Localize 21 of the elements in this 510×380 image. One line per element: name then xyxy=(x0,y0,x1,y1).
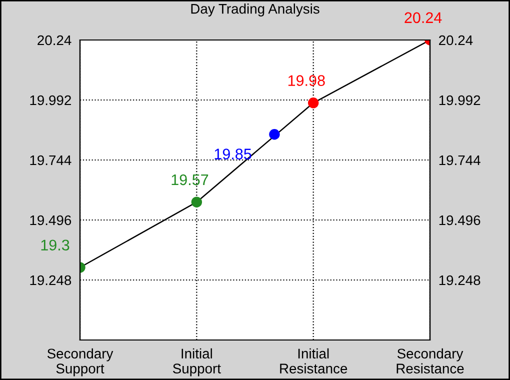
y-tick-label: 19.496 xyxy=(30,215,72,226)
data-label: 19.85 xyxy=(214,148,252,160)
y2-tick-label: 19.248 xyxy=(439,275,480,286)
y-tick-label: 19.248 xyxy=(30,275,72,286)
y2-tick-label: 19.744 xyxy=(439,155,480,166)
y-tick-label: 20.24 xyxy=(38,35,72,46)
point xyxy=(269,129,280,140)
data-label: 20.24 xyxy=(404,12,442,24)
x-tick-label: Initial Support xyxy=(172,348,221,376)
chart-title: Day Trading Analysis xyxy=(191,4,320,16)
y2-tick-label: 19.496 xyxy=(439,215,480,226)
y2-tick-label: 20.24 xyxy=(439,35,473,46)
x-tick-label: Initial Resistance xyxy=(280,348,348,374)
x-tick-label: Secondary Support xyxy=(47,348,114,376)
y-tick-label: 19.744 xyxy=(30,155,72,166)
data-label: 19.3 xyxy=(41,240,70,251)
x-tick-label: Secondary Resistance xyxy=(396,348,464,374)
y2-tick-label: 19.992 xyxy=(439,95,480,106)
y-tick-label: 19.992 xyxy=(30,95,71,106)
data-label: 19.57 xyxy=(172,174,208,186)
data-label: 19.98 xyxy=(288,75,325,86)
